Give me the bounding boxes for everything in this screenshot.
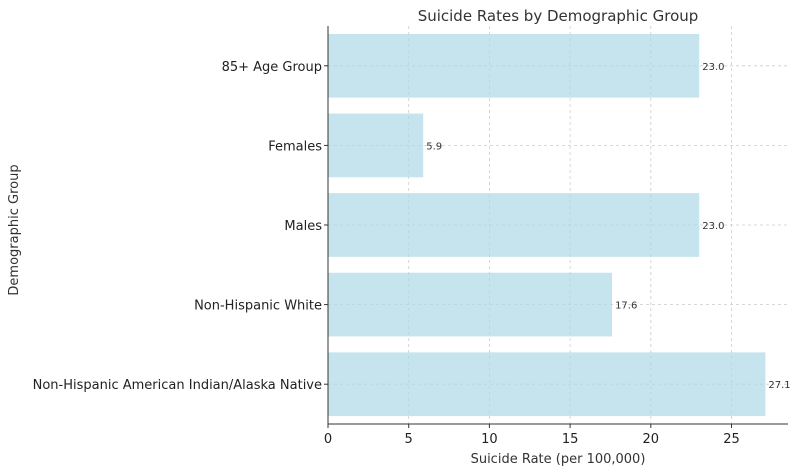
x-tick-label: 25 [723,432,740,447]
bar-value-label: 17.6 [615,301,637,312]
y-tick-label: Females [268,139,322,154]
y-tick-label: 85+ Age Group [222,60,322,75]
x-tick-label: 15 [562,432,579,447]
x-axis-ticks: 0 5 10 15 20 25 [324,424,740,447]
x-tick-label: 10 [481,432,498,447]
x-tick-label: 20 [643,432,660,447]
bar-value-label: 5.9 [426,141,442,152]
y-tick-label: Non-Hispanic American Indian/Alaska Nati… [33,378,322,393]
x-tick-label: 5 [405,432,413,447]
y-axis-label: Demographic Group [7,164,22,295]
bar [328,352,766,417]
bar [328,113,424,178]
bar-value-label: 27.1 [768,380,790,391]
x-tick-label: 0 [324,432,332,447]
bars [328,33,766,417]
x-axis-label: Suicide Rate (per 100,000) [471,452,646,467]
bar [328,33,700,98]
y-tick-label: Non-Hispanic White [194,299,322,314]
bar-value-label: 23.0 [702,221,724,232]
chart-title: Suicide Rates by Demographic Group [418,7,699,25]
data-labels: 23.0 5.9 23.0 17.6 27.1 [426,62,790,391]
y-tick-label: Males [284,219,322,234]
bar-value-label: 23.0 [702,62,724,73]
bar [328,272,613,337]
bar [328,193,700,257]
y-axis-ticks: 85+ Age Group Females Males Non-Hispanic Wh… [33,60,328,393]
